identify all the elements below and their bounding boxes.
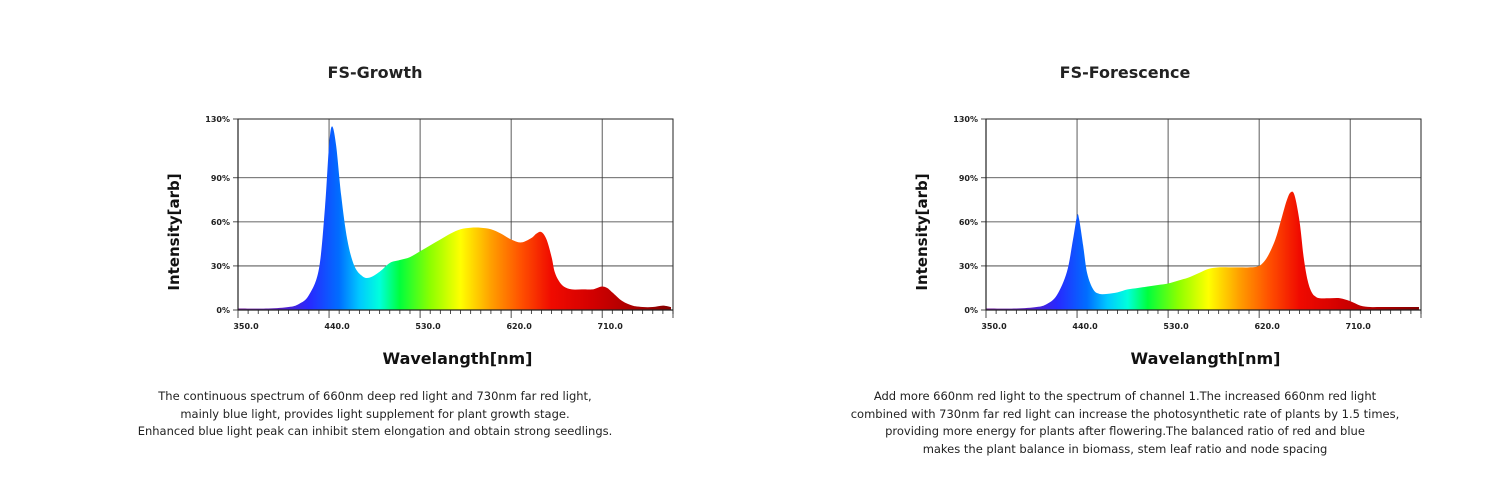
y-tick-label: 30% — [959, 262, 978, 271]
description-line: combined with 730nm far red light can in… — [850, 406, 1400, 421]
description-line: Add more 660nm red light to the spectrum… — [873, 389, 1377, 403]
x-tick-label: 530.0 — [415, 322, 441, 331]
y-tick-label: 90% — [211, 174, 230, 183]
spectrum-chart-growth: 350.0 440.0 530.0 620.0 710.0 0% 30% 60% 90% 130%… — [165, 115, 674, 368]
description-line: makes the plant balance in biomass, stem… — [922, 441, 1328, 456]
chart-panel-growth: FS-Growth 350.0 440.0 530.0 620.0 710.0 0% 30%… — [0, 63, 750, 441]
y-tick-label: 60% — [211, 218, 230, 227]
description-line: mainly blue light, provides light supple… — [180, 406, 570, 421]
x-tick-label: 620.0 — [506, 322, 532, 331]
x-tick-label: 620.0 — [1254, 322, 1280, 331]
x-tick-label: 440.0 — [324, 322, 350, 331]
chart-description: The continuous spectrum of 660nm deep re… — [0, 388, 750, 441]
x-axis-title: Wavelangth[nm] — [1130, 349, 1280, 368]
y-tick-label: 130% — [205, 115, 230, 124]
x-tick-label: 710.0 — [1346, 322, 1372, 331]
y-tick-label: 130% — [953, 115, 978, 124]
y-tick-label: 60% — [959, 218, 978, 227]
y-axis-title: Intensity[arb] — [165, 173, 183, 290]
x-tick-label: 350.0 — [981, 322, 1007, 331]
y-tick-label: 30% — [211, 262, 230, 271]
y-tick-label: 0% — [216, 306, 230, 315]
spectrum-chart-forescence: 350.0 440.0 530.0 620.0 710.0 0% 30% 60% 90% 130%… — [913, 115, 1422, 368]
description-line: providing more energy for plants after f… — [885, 424, 1365, 439]
y-tick-label: 0% — [964, 306, 978, 315]
y-axis-title: Intensity[arb] — [913, 173, 931, 290]
spectrum-area — [986, 191, 1419, 310]
spectrum-area — [238, 126, 671, 310]
chart-title: FS-Growth — [327, 63, 423, 82]
x-axis-title: Wavelangth[nm] — [382, 349, 532, 368]
description-line: The continuous spectrum of 660nm deep re… — [158, 389, 592, 403]
chart-description: Add more 660nm red light to the spectrum… — [750, 388, 1500, 458]
description-line: Enhanced blue light peak can inhibit ste… — [137, 424, 613, 439]
chart-title: FS-Forescence — [1059, 63, 1191, 82]
x-tick-label: 350.0 — [233, 322, 259, 331]
chart-panel-forescence: FS-Forescence 350.0 440.0 530.0 620.0 710.0 0… — [750, 0, 1500, 500]
x-tick-label: 440.0 — [1072, 322, 1098, 331]
y-tick-label: 90% — [959, 174, 978, 183]
x-tick-label: 710.0 — [598, 322, 624, 331]
x-tick-label: 530.0 — [1163, 322, 1189, 331]
